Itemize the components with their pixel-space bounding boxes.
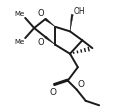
Text: O: O xyxy=(50,88,57,97)
Polygon shape xyxy=(70,14,73,31)
Text: OH: OH xyxy=(73,7,85,16)
Polygon shape xyxy=(45,36,55,45)
Polygon shape xyxy=(45,18,55,27)
Text: O: O xyxy=(38,38,44,47)
Text: Me: Me xyxy=(14,11,25,17)
Text: Me: Me xyxy=(14,39,25,45)
Text: O: O xyxy=(77,80,84,89)
Text: O: O xyxy=(38,9,44,18)
